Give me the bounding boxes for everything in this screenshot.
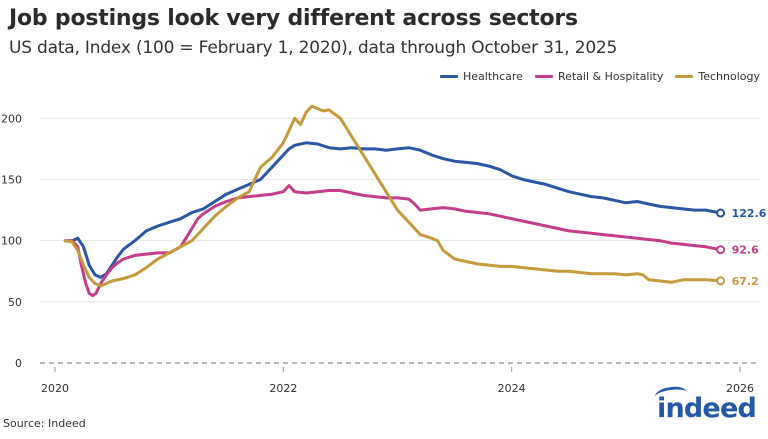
y-tick-label: 0	[15, 357, 22, 370]
end-label-retail-hospitality: 92.6	[732, 244, 759, 257]
end-marker-healthcare	[716, 208, 726, 218]
x-axis-ticks: 2020 2022 2024 2026	[41, 367, 754, 395]
x-tick-label: 2022	[269, 382, 297, 395]
legend: Healthcare Retail & Hospitality Technolo…	[439, 70, 760, 83]
gridlines	[40, 117, 760, 364]
legend-label-healthcare: Healthcare	[462, 70, 523, 83]
y-tick-label: 200	[1, 112, 22, 125]
indeed-logo: indeed	[654, 384, 757, 424]
logo-text: indeed	[657, 393, 757, 424]
y-tick-label: 50	[8, 296, 22, 309]
legend-swatch-retail	[534, 75, 553, 78]
legend-item-technology: Technology	[675, 70, 760, 83]
x-tick-label: 2024	[498, 382, 526, 395]
legend-label-technology: Technology	[698, 70, 760, 83]
legend-swatch-technology	[675, 75, 694, 78]
x-tick-label: 2026	[726, 382, 754, 395]
series-line-technology	[63, 104, 723, 288]
y-axis-ticks: 0 50 100 150 200	[1, 112, 22, 370]
end-marker-technology	[716, 276, 726, 286]
end-label-healthcare: 122.6	[732, 207, 767, 220]
end-labels: 122.6 92.6 67.2	[716, 207, 767, 288]
legend-item-retail: Retail & Hospitality	[534, 70, 664, 83]
y-tick-label: 100	[1, 235, 22, 248]
series-line-retail-hospitality	[63, 184, 723, 298]
end-marker-retail-hospitality	[716, 245, 726, 255]
legend-item-healthcare: Healthcare	[439, 70, 523, 83]
source-note: Source: Indeed	[3, 417, 86, 430]
series-lines	[63, 104, 723, 298]
legend-swatch-healthcare	[439, 75, 458, 78]
end-label-technology: 67.2	[732, 275, 759, 288]
chart-subtitle: US data, Index (100 = February 1, 2020),…	[9, 38, 618, 58]
legend-label-retail: Retail & Hospitality	[557, 70, 664, 83]
x-tick-label: 2020	[41, 382, 69, 395]
y-tick-label: 150	[1, 174, 22, 187]
chart-title: Job postings look very different across …	[9, 6, 578, 31]
